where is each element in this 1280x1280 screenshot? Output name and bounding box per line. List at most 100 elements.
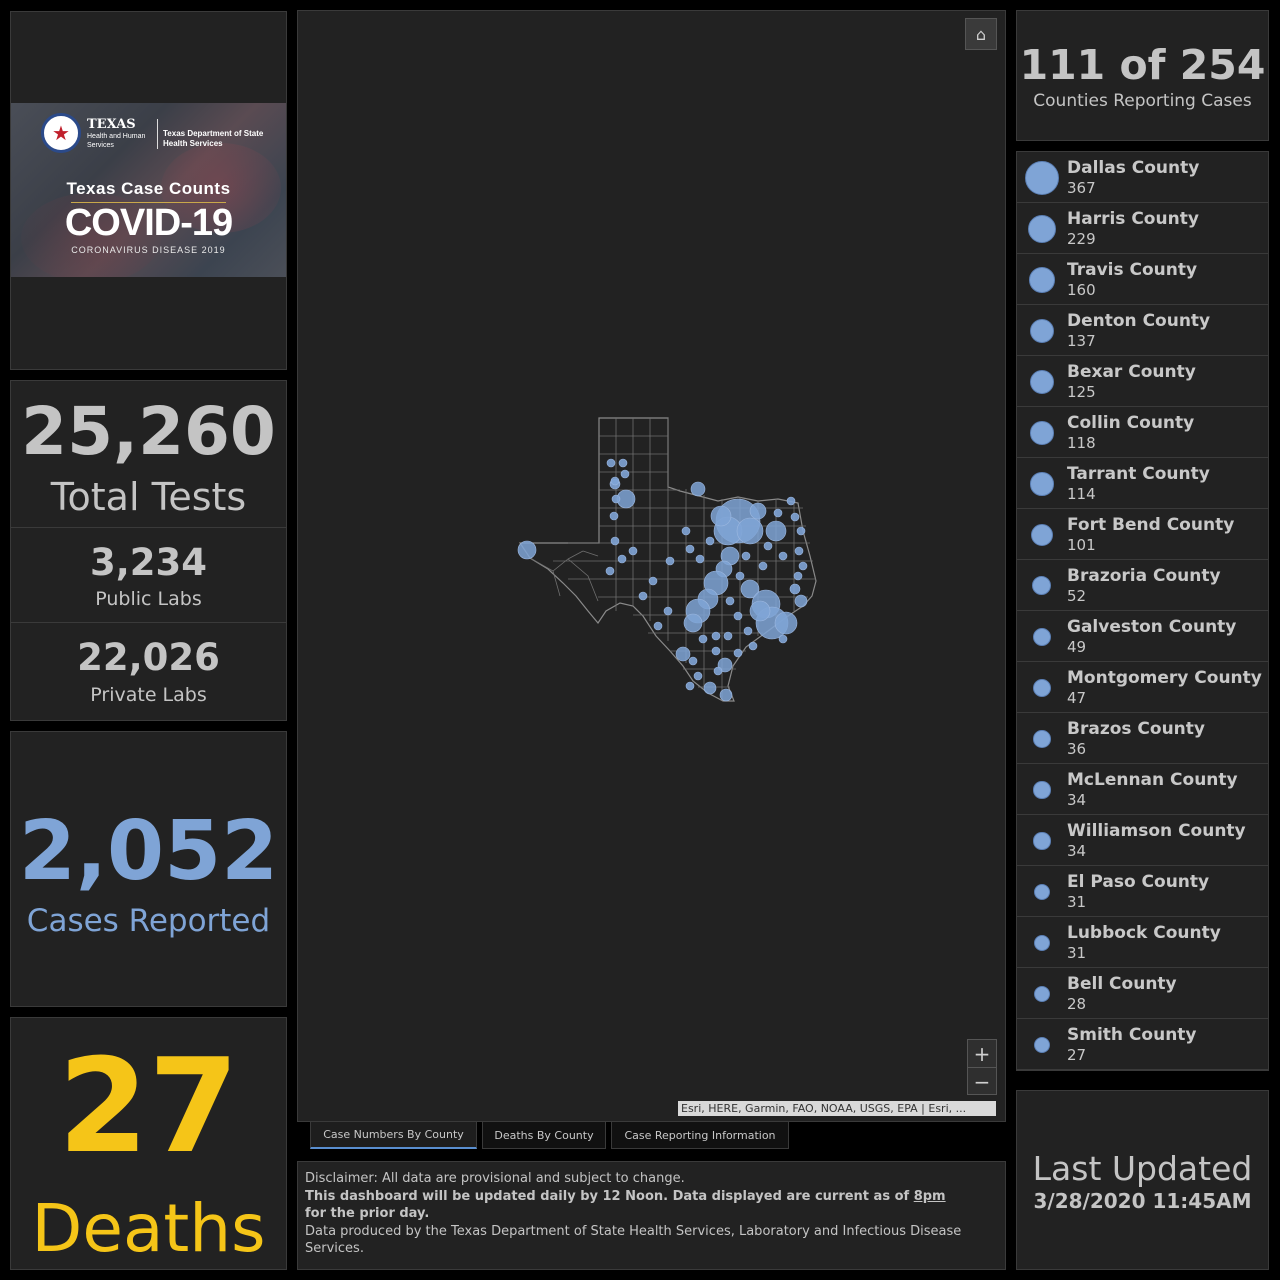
public-labs-value: 3,234 [89,541,208,584]
list-item[interactable]: McLennan County 34 [1017,764,1268,815]
county-case-bubble[interactable] [703,681,717,695]
county-case-bubble[interactable] [736,517,764,545]
tab-case-reporting-information[interactable]: Case Reporting Information [611,1121,789,1149]
county-case-bubble[interactable] [793,571,803,581]
county-case-bubble[interactable] [648,576,658,586]
tab-case-numbers-by-county[interactable]: Case Numbers By County [310,1121,477,1149]
county-case-bubble[interactable] [763,541,773,551]
county-case-bubble[interactable] [690,481,706,497]
list-item[interactable]: Galveston County 49 [1017,611,1268,662]
list-item[interactable]: Dallas County 367 [1017,152,1268,203]
county-case-bubble[interactable] [610,536,620,546]
county-case-bubble[interactable] [681,526,691,536]
county-case-bubble[interactable] [685,681,695,691]
list-item[interactable]: Bell County 28 [1017,968,1268,1019]
list-item[interactable]: Tarrant County 114 [1017,458,1268,509]
county-case-bubble[interactable] [609,511,619,521]
zoom-out-button[interactable]: − [973,1069,991,1094]
county-case-bubble[interactable] [606,458,616,468]
county-case-bubble[interactable] [719,688,733,702]
list-item[interactable]: Collin County 118 [1017,407,1268,458]
county-case-bubble[interactable] [741,551,751,561]
map-view[interactable]: ⌂ + − Esri, HERE, Garmin, FAO, NOAA, USG… [297,10,1006,1122]
county-case-bubble[interactable] [796,526,806,536]
home-button[interactable]: ⌂ [965,18,997,50]
county-count: 101 [1067,536,1096,554]
county-case-bubble[interactable] [794,546,804,556]
county-case-bubble[interactable] [774,611,798,635]
county-bubble-icon [1032,678,1052,698]
list-item[interactable]: Fort Bend County 101 [1017,509,1268,560]
tab-deaths-by-county[interactable]: Deaths By County [482,1121,606,1149]
county-case-bubble[interactable] [638,591,648,601]
list-item[interactable]: Smith County 27 [1017,1019,1268,1070]
county-case-bubble[interactable] [698,634,708,644]
county-case-bubble[interactable] [618,458,628,468]
county-case-bubble[interactable] [789,583,801,595]
list-item[interactable]: Brazos County 36 [1017,713,1268,764]
county-case-bubble[interactable] [778,551,788,561]
county-list[interactable]: Dallas County 367 Harris County 229 Travis C… [1016,151,1269,1071]
list-item[interactable]: Brazoria County 52 [1017,560,1268,611]
banner-subtitle: CORONAVIRUS DISEASE 2019 [71,245,226,255]
county-case-bubble[interactable] [798,561,808,571]
case-bubbles[interactable] [517,458,808,702]
list-item[interactable]: Travis County 160 [1017,254,1268,305]
county-case-bubble[interactable] [620,469,630,479]
county-case-bubble[interactable] [653,621,663,631]
county-case-bubble[interactable] [735,571,745,581]
org-sub: Health and Human Services [87,133,146,149]
county-case-bubble[interactable] [617,554,627,564]
county-case-bubble[interactable] [725,596,735,606]
county-case-bubble[interactable] [717,657,733,673]
list-item[interactable]: Williamson County 34 [1017,815,1268,866]
county-case-bubble[interactable] [790,512,800,522]
county-case-bubble[interactable] [733,611,743,621]
public-labs-label: Public Labs [95,588,202,610]
county-case-bubble[interactable] [743,626,753,636]
county-case-bubble[interactable] [711,646,721,656]
county-case-bubble[interactable] [713,666,723,676]
county-case-bubble[interactable] [786,496,796,506]
county-case-bubble[interactable] [683,613,703,633]
list-item[interactable]: Denton County 137 [1017,305,1268,356]
county-case-bubble[interactable] [733,648,743,658]
county-case-bubble[interactable] [663,606,673,616]
county-case-bubble[interactable] [749,600,771,622]
list-item[interactable]: Lubbock County 31 [1017,917,1268,968]
county-case-bubble[interactable] [773,508,783,518]
county-case-bubble[interactable] [628,546,638,556]
county-case-bubble[interactable] [794,594,808,608]
deaths-label: Deaths [31,1190,266,1267]
cases-value: 2,052 [18,804,279,899]
list-item[interactable]: Harris County 229 [1017,203,1268,254]
county-case-bubble[interactable] [605,566,615,576]
county-case-bubble[interactable] [748,641,758,651]
list-item[interactable]: Montgomery County 47 [1017,662,1268,713]
county-case-bubble[interactable] [740,579,760,599]
county-case-bubble[interactable] [685,544,695,554]
county-case-bubble[interactable] [723,631,733,641]
county-case-bubble[interactable] [695,554,705,564]
texas-county-map[interactable] [298,11,1005,1121]
map-attribution[interactable]: Esri, HERE, Garmin, FAO, NOAA, USGS, EPA… [678,1101,996,1116]
county-case-bubble[interactable] [705,536,715,546]
county-case-bubble[interactable] [693,671,703,681]
zoom-in-button[interactable]: + [973,1041,991,1066]
county-case-bubble[interactable] [517,540,537,560]
county-case-bubble[interactable] [688,656,698,666]
county-case-bubble[interactable] [758,561,768,571]
county-case-bubble[interactable] [675,646,691,662]
county-case-bubble[interactable] [610,476,620,486]
county-case-bubble[interactable] [710,505,732,527]
list-item[interactable]: El Paso County 31 [1017,866,1268,917]
county-case-bubble[interactable] [665,556,675,566]
county-case-bubble[interactable] [765,520,787,542]
county-count: 229 [1067,230,1096,248]
county-case-bubble[interactable] [778,634,788,644]
county-case-bubble[interactable] [611,494,621,504]
county-case-bubble[interactable] [749,502,767,520]
list-item[interactable]: Bexar County 125 [1017,356,1268,407]
county-case-bubble[interactable] [711,631,721,641]
county-name: Smith County [1067,1025,1197,1045]
